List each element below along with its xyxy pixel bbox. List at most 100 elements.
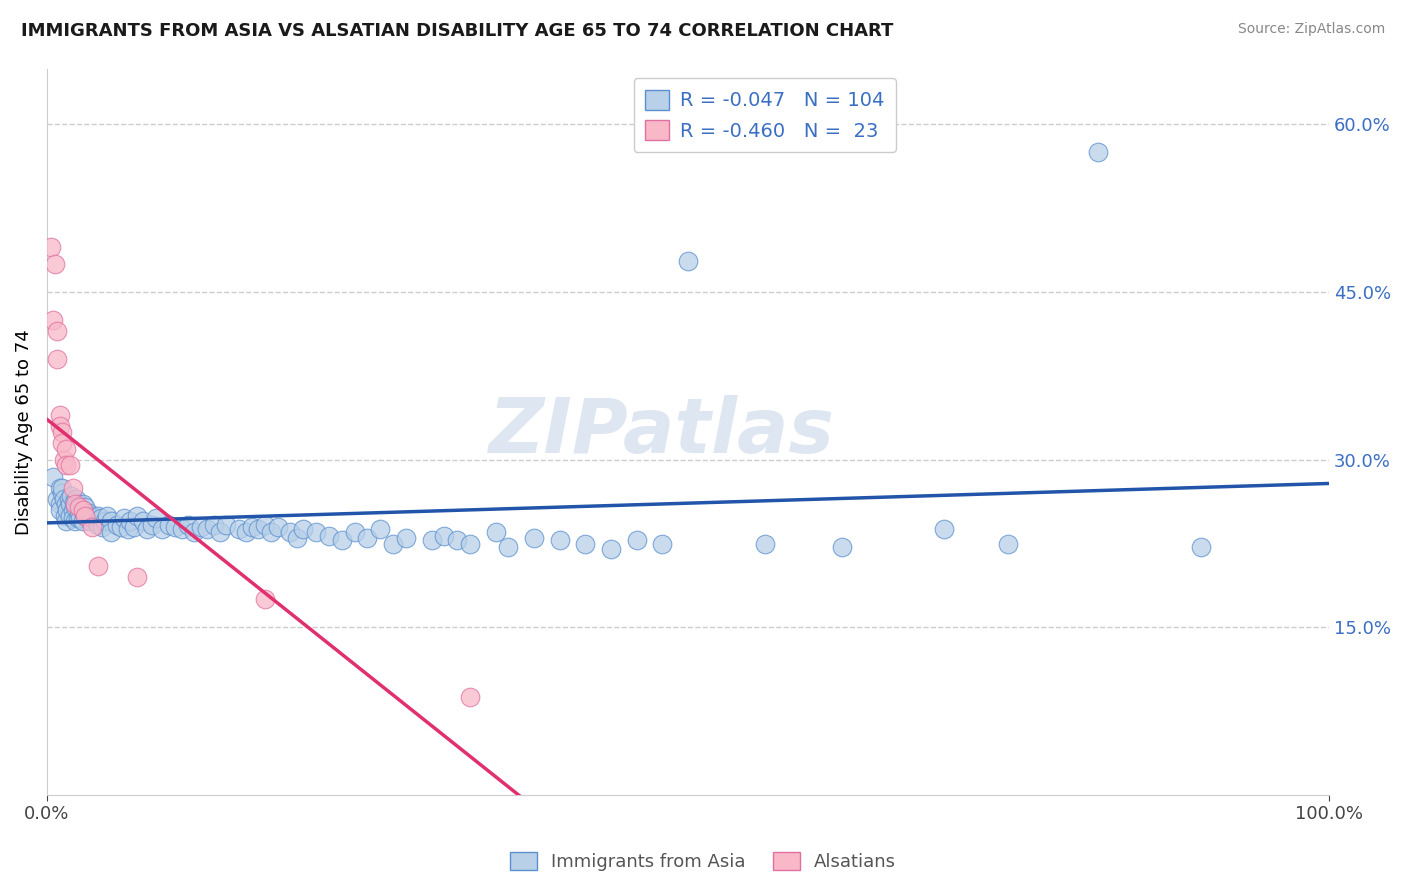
Point — [145, 511, 167, 525]
Point — [75, 508, 97, 523]
Point — [574, 536, 596, 550]
Point — [934, 522, 956, 536]
Point — [66, 511, 89, 525]
Point — [420, 533, 443, 548]
Point — [46, 352, 69, 367]
Point — [1087, 145, 1109, 160]
Point — [132, 514, 155, 528]
Point — [46, 491, 69, 506]
Point — [253, 517, 276, 532]
Point — [433, 529, 456, 543]
Point — [253, 592, 276, 607]
Text: IMMIGRANTS FROM ASIA VS ALSATIAN DISABILITY AGE 65 TO 74 CORRELATION CHART: IMMIGRANTS FROM ASIA VS ALSATIAN DISABIL… — [21, 22, 893, 40]
Point — [52, 452, 75, 467]
Point — [177, 517, 200, 532]
Point — [87, 517, 110, 532]
Point — [110, 520, 132, 534]
Point — [62, 503, 84, 517]
Point — [458, 536, 481, 550]
Point — [65, 491, 87, 506]
Point — [77, 511, 100, 525]
Point — [63, 500, 86, 514]
Point — [82, 511, 104, 525]
Point — [75, 508, 97, 523]
Point — [69, 511, 91, 525]
Point — [70, 503, 93, 517]
Point — [107, 517, 129, 532]
Point — [100, 514, 122, 528]
Point — [125, 508, 148, 523]
Point — [382, 536, 405, 550]
Point — [46, 324, 69, 338]
Point — [51, 481, 73, 495]
Point — [831, 540, 853, 554]
Point — [754, 536, 776, 550]
Point — [48, 498, 70, 512]
Point — [208, 525, 231, 540]
Point — [51, 425, 73, 439]
Point — [90, 511, 112, 525]
Point — [62, 495, 84, 509]
Point — [183, 525, 205, 540]
Point — [170, 522, 193, 536]
Point — [52, 491, 75, 506]
Point — [446, 533, 468, 548]
Point — [42, 469, 65, 483]
Point — [997, 536, 1019, 550]
Point — [55, 514, 77, 528]
Y-axis label: Disability Age 65 to 74: Disability Age 65 to 74 — [15, 329, 32, 534]
Point — [318, 529, 340, 543]
Point — [55, 442, 77, 456]
Point — [150, 522, 173, 536]
Point — [59, 508, 82, 523]
Point — [523, 531, 546, 545]
Point — [280, 525, 302, 540]
Point — [63, 514, 86, 528]
Point — [458, 690, 481, 704]
Point — [240, 520, 263, 534]
Point — [285, 531, 308, 545]
Point — [190, 520, 212, 534]
Point — [72, 498, 94, 512]
Point — [395, 531, 418, 545]
Point — [63, 498, 86, 512]
Point — [53, 508, 76, 523]
Point — [100, 525, 122, 540]
Point — [356, 531, 378, 545]
Legend: Immigrants from Asia, Alsatians: Immigrants from Asia, Alsatians — [502, 845, 904, 879]
Point — [626, 533, 648, 548]
Point — [157, 517, 180, 532]
Point — [343, 525, 366, 540]
Text: ZIPatlas: ZIPatlas — [489, 395, 835, 469]
Point — [59, 458, 82, 473]
Point — [42, 313, 65, 327]
Point — [215, 517, 238, 532]
Point — [39, 240, 62, 254]
Point — [651, 536, 673, 550]
Point — [56, 503, 79, 517]
Point — [84, 514, 107, 528]
Point — [55, 498, 77, 512]
Point — [260, 525, 283, 540]
Point — [235, 525, 257, 540]
Point — [330, 533, 353, 548]
Point — [44, 257, 66, 271]
Point — [80, 520, 103, 534]
Point — [305, 525, 328, 540]
Point — [266, 520, 288, 534]
Point — [600, 542, 623, 557]
Point — [93, 514, 115, 528]
Point — [112, 511, 135, 525]
Point — [77, 507, 100, 521]
Text: Source: ZipAtlas.com: Source: ZipAtlas.com — [1237, 22, 1385, 37]
Point — [1189, 540, 1212, 554]
Point — [87, 508, 110, 523]
Point — [165, 520, 187, 534]
Point — [55, 458, 77, 473]
Point — [60, 488, 83, 502]
Point — [75, 500, 97, 514]
Point — [79, 514, 101, 528]
Point — [202, 517, 225, 532]
Point — [58, 491, 80, 506]
Point — [48, 419, 70, 434]
